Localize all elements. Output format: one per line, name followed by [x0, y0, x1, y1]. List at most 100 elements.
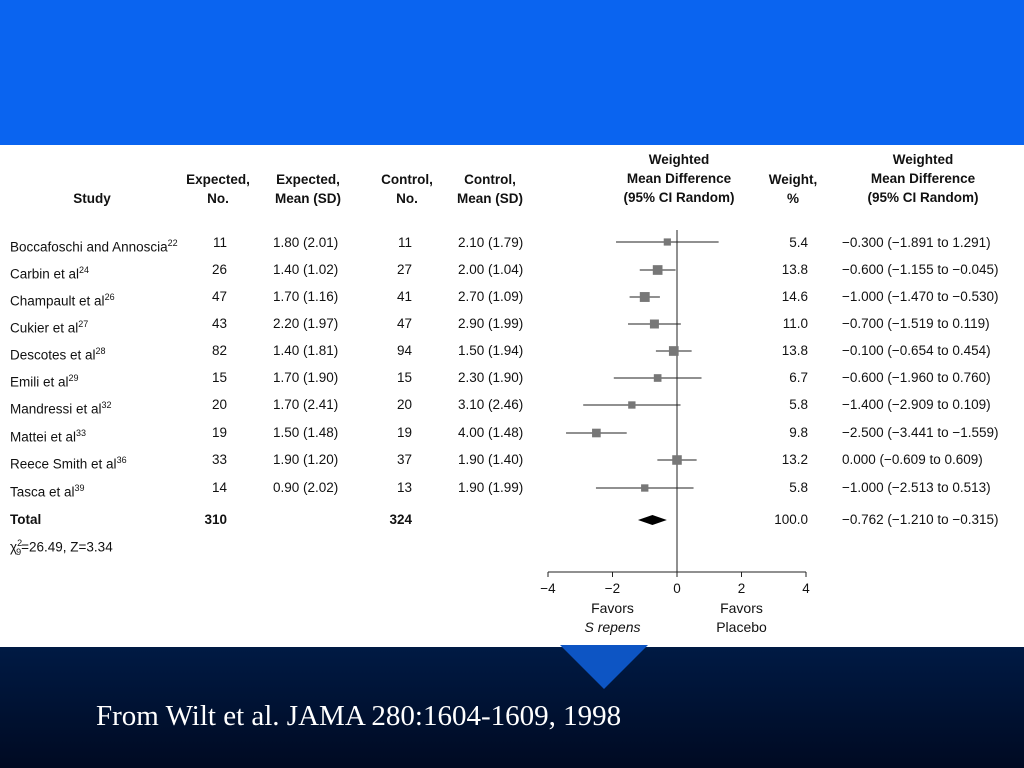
- total-control-no: 324: [389, 512, 412, 527]
- expected-mean: 1.80 (2.01): [273, 235, 339, 250]
- wmd-value: −0.700 (−1.519 to 0.119): [842, 316, 990, 331]
- study-name: Boccafoschi and Annoscia22: [10, 238, 178, 255]
- weight-value: 11.0: [782, 316, 808, 331]
- expected-mean: 1.40 (1.02): [273, 262, 339, 277]
- control-mean: 1.90 (1.99): [458, 480, 524, 495]
- weight-value: 14.6: [781, 289, 808, 304]
- point-estimate: [639, 292, 650, 302]
- control-no: 19: [396, 425, 412, 440]
- expected-no: 20: [211, 397, 227, 412]
- study-name: Cukier et al27: [10, 319, 89, 336]
- weight-value: 6.7: [789, 370, 808, 385]
- wmd-value: −0.600 (−1.155 to −0.045): [842, 262, 999, 277]
- total-weight: 100.0: [774, 512, 808, 527]
- control-no: 47: [396, 316, 412, 331]
- expected-mean: 1.40 (1.81): [273, 343, 339, 358]
- study-name: Mandressi et al32: [10, 400, 112, 417]
- point-estimate: [668, 346, 679, 356]
- expected-no: 19: [211, 425, 227, 440]
- study-name: Carbin et al24: [10, 265, 90, 282]
- header-control-no: Control, No.: [381, 172, 433, 206]
- expected-mean: 0.90 (2.02): [273, 480, 339, 495]
- control-no: 94: [396, 343, 412, 358]
- study-name: Reece Smith et al36: [10, 455, 127, 472]
- expected-no: 26: [211, 262, 227, 277]
- wmd-value: −1.400 (−2.909 to 0.109): [842, 397, 991, 412]
- total-label: Total: [10, 512, 42, 527]
- expected-no: 15: [211, 370, 227, 385]
- control-mean: 2.70 (1.09): [458, 289, 524, 304]
- forest-plot-figure: [0, 145, 1024, 647]
- x-tick-label: 2: [738, 581, 746, 596]
- decorative-arrow-shape: [560, 645, 648, 689]
- wmd-value: 0.000 (−0.609 to 0.609): [842, 452, 983, 467]
- expected-no: 82: [211, 343, 227, 358]
- expected-mean: 2.20 (1.97): [273, 316, 339, 331]
- expected-mean: 1.70 (1.16): [273, 289, 339, 304]
- control-no: 37: [396, 452, 412, 467]
- favors-right-sublabel: Placebo: [716, 619, 767, 635]
- point-estimate: [672, 455, 682, 465]
- control-mean: 3.10 (2.46): [458, 397, 524, 412]
- study-name: Descotes et al28: [10, 346, 106, 363]
- point-estimate: [592, 428, 601, 438]
- weight-value: 5.4: [789, 235, 808, 250]
- total-wmd: −0.762 (−1.210 to −0.315): [842, 512, 999, 527]
- title-band: [0, 0, 1024, 145]
- control-mean: 4.00 (1.48): [458, 425, 524, 440]
- weight-value: 13.8: [781, 343, 808, 358]
- footer-band: [0, 647, 1024, 768]
- control-mean: 2.90 (1.99): [458, 316, 524, 331]
- study-name: Mattei et al33: [10, 428, 87, 445]
- favors-right-label: Favors: [720, 600, 763, 616]
- control-no: 41: [396, 289, 412, 304]
- header-wmd: Weighted Mean Difference (95% CI Random): [867, 152, 979, 205]
- heterogeneity-stat: χ29=26.49, Z=3.34: [10, 538, 113, 558]
- control-mean: 2.30 (1.90): [458, 370, 524, 385]
- x-tick-label: 4: [802, 581, 810, 596]
- expected-no: 33: [211, 452, 227, 467]
- header-study: Study: [73, 191, 111, 206]
- study-name: Emili et al29: [10, 373, 79, 390]
- weight-value: 5.8: [789, 397, 808, 412]
- citation-text: From Wilt et al. JAMA 280:1604-1609, 199…: [96, 700, 622, 732]
- wmd-value: −0.100 (−0.654 to 0.454): [842, 343, 991, 358]
- header-control-mean: Control, Mean (SD): [456, 172, 523, 206]
- control-mean: 2.00 (1.04): [458, 262, 524, 277]
- expected-mean: 1.70 (1.90): [273, 370, 339, 385]
- weight-value: 9.8: [789, 425, 808, 440]
- point-estimate: [628, 401, 636, 409]
- expected-mean: 1.70 (2.41): [273, 397, 339, 412]
- control-no: 20: [396, 397, 412, 412]
- expected-no: 47: [211, 289, 227, 304]
- expected-no: 43: [211, 316, 227, 331]
- control-no: 11: [397, 235, 412, 250]
- expected-mean: 1.90 (1.20): [273, 452, 339, 467]
- study-name: Tasca et al39: [10, 483, 85, 500]
- wmd-value: −0.600 (−1.960 to 0.760): [842, 370, 991, 385]
- expected-no: 14: [211, 480, 227, 495]
- weight-value: 5.8: [789, 480, 808, 495]
- header-expected-no: Expected, No.: [186, 172, 250, 206]
- header-expected-mean: Expected, Mean (SD): [274, 172, 341, 206]
- control-mean: 2.10 (1.79): [458, 235, 524, 250]
- control-no: 27: [396, 262, 412, 277]
- point-estimate: [663, 238, 671, 246]
- control-no: 15: [396, 370, 412, 385]
- point-estimate: [653, 374, 662, 382]
- wmd-value: −2.500 (−3.441 to −1.559): [842, 425, 999, 440]
- x-tick-label: −4: [540, 581, 556, 596]
- wmd-value: −1.000 (−1.470 to −0.530): [842, 289, 999, 304]
- expected-no: 11: [212, 235, 227, 250]
- pooled-diamond: [637, 515, 667, 525]
- point-estimate: [649, 319, 659, 329]
- point-estimate: [652, 265, 663, 275]
- weight-value: 13.8: [781, 262, 808, 277]
- header-wmd-plot: Weighted Mean Difference (95% CI Random): [623, 152, 735, 205]
- favors-left-sublabel: S repens: [584, 619, 640, 635]
- header-weight: Weight,%: [768, 172, 818, 206]
- total-expected-no: 310: [204, 512, 227, 527]
- weight-value: 13.2: [781, 452, 808, 467]
- wmd-value: −0.300 (−1.891 to 1.291): [842, 235, 991, 250]
